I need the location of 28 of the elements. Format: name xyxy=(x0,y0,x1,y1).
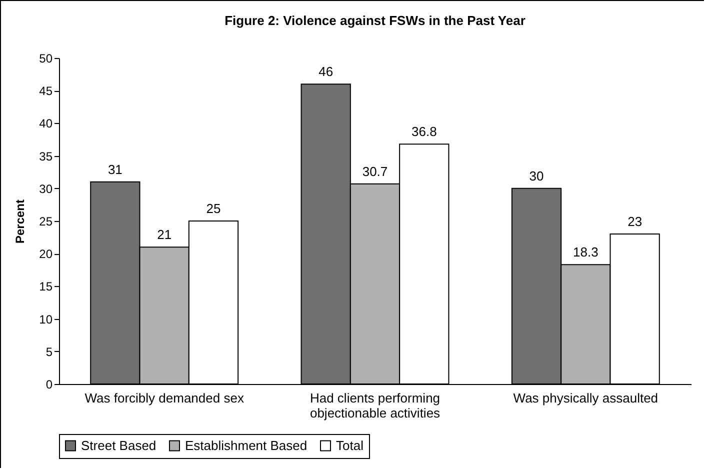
data-label: 23 xyxy=(628,214,642,230)
y-tick-label: 50 xyxy=(39,52,53,66)
data-label: 25 xyxy=(206,201,221,216)
y-tick-label: 25 xyxy=(39,214,53,228)
data-label: 31 xyxy=(108,162,122,177)
y-tick-label: 40 xyxy=(39,116,53,131)
data-label: 46 xyxy=(318,64,334,80)
chart-title: Figure 2: Violence against FSWs in the Past Year xyxy=(224,13,526,28)
x-tick-label: Had clients performing objectionable activities xyxy=(310,390,441,420)
legend-label: Establishment Based xyxy=(185,438,308,453)
y-tick-label: 0 xyxy=(46,378,53,392)
y-tick-label: 5 xyxy=(46,344,53,359)
y-tick-label: 10 xyxy=(39,312,53,326)
y-axis-title: Percent xyxy=(13,199,28,244)
y-tick-label: 45 xyxy=(39,84,53,98)
x-tick-label: Was forcibly demanded sex xyxy=(84,390,244,406)
y-tick-label: 15 xyxy=(39,280,53,294)
data-label: 30 xyxy=(529,168,544,184)
legend-label: Street Based xyxy=(81,438,156,453)
data-label: 21 xyxy=(157,227,172,242)
data-label: 36.8 xyxy=(412,124,437,140)
legend-label: Total xyxy=(336,438,364,453)
y-tick-label: 20 xyxy=(39,247,53,262)
y-tick-label: 35 xyxy=(39,149,53,164)
data-label: 30.7 xyxy=(362,164,388,179)
data-label: 18.3 xyxy=(573,244,598,260)
y-tick-label: 30 xyxy=(39,182,53,196)
x-tick-label: Was physically assaulted xyxy=(513,390,658,406)
